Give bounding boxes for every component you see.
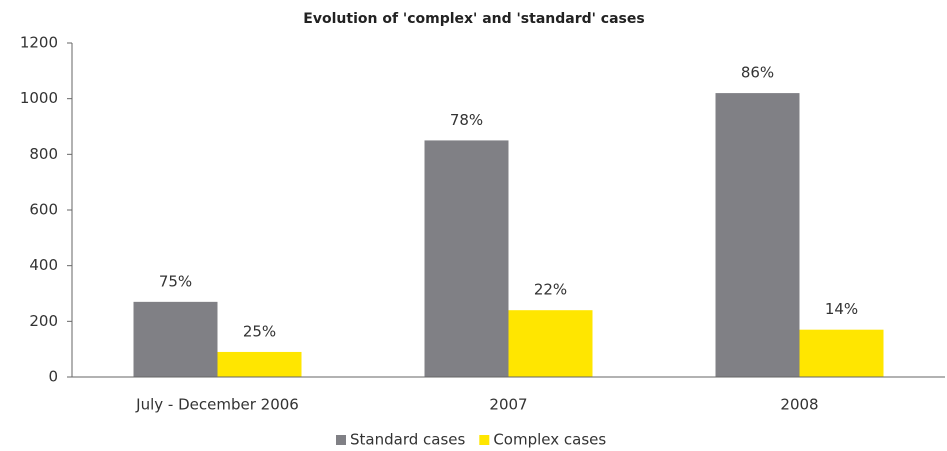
x-tick-label: 2008 bbox=[780, 396, 818, 414]
bar bbox=[508, 310, 593, 377]
y-tick-label: 600 bbox=[29, 201, 58, 219]
y-tick-label: 0 bbox=[48, 368, 58, 386]
y-tick-label: 800 bbox=[29, 145, 58, 163]
x-tick-label: 2007 bbox=[489, 396, 527, 414]
y-tick-label: 1000 bbox=[20, 89, 58, 107]
bar bbox=[133, 301, 218, 377]
y-tick-label: 400 bbox=[29, 256, 58, 274]
data-label: 86% bbox=[741, 64, 774, 82]
data-label: 14% bbox=[825, 300, 858, 318]
data-label: 78% bbox=[450, 111, 483, 129]
legend-label: Complex cases bbox=[493, 431, 606, 449]
data-label: 75% bbox=[159, 272, 192, 290]
chart-title: Evolution of 'complex' and 'standard' ca… bbox=[303, 11, 644, 27]
data-label: 25% bbox=[243, 322, 276, 340]
legend-label: Standard cases bbox=[350, 431, 465, 449]
bar bbox=[217, 351, 302, 377]
x-tick-label: July - December 2006 bbox=[135, 396, 299, 414]
y-tick-label: 200 bbox=[29, 312, 58, 330]
data-label: 22% bbox=[534, 281, 567, 299]
legend-swatch bbox=[479, 435, 490, 445]
y-tick-label: 1200 bbox=[20, 34, 58, 52]
bar bbox=[799, 329, 884, 377]
legend-swatch bbox=[336, 435, 346, 445]
bar bbox=[424, 140, 509, 377]
bar bbox=[715, 93, 800, 377]
